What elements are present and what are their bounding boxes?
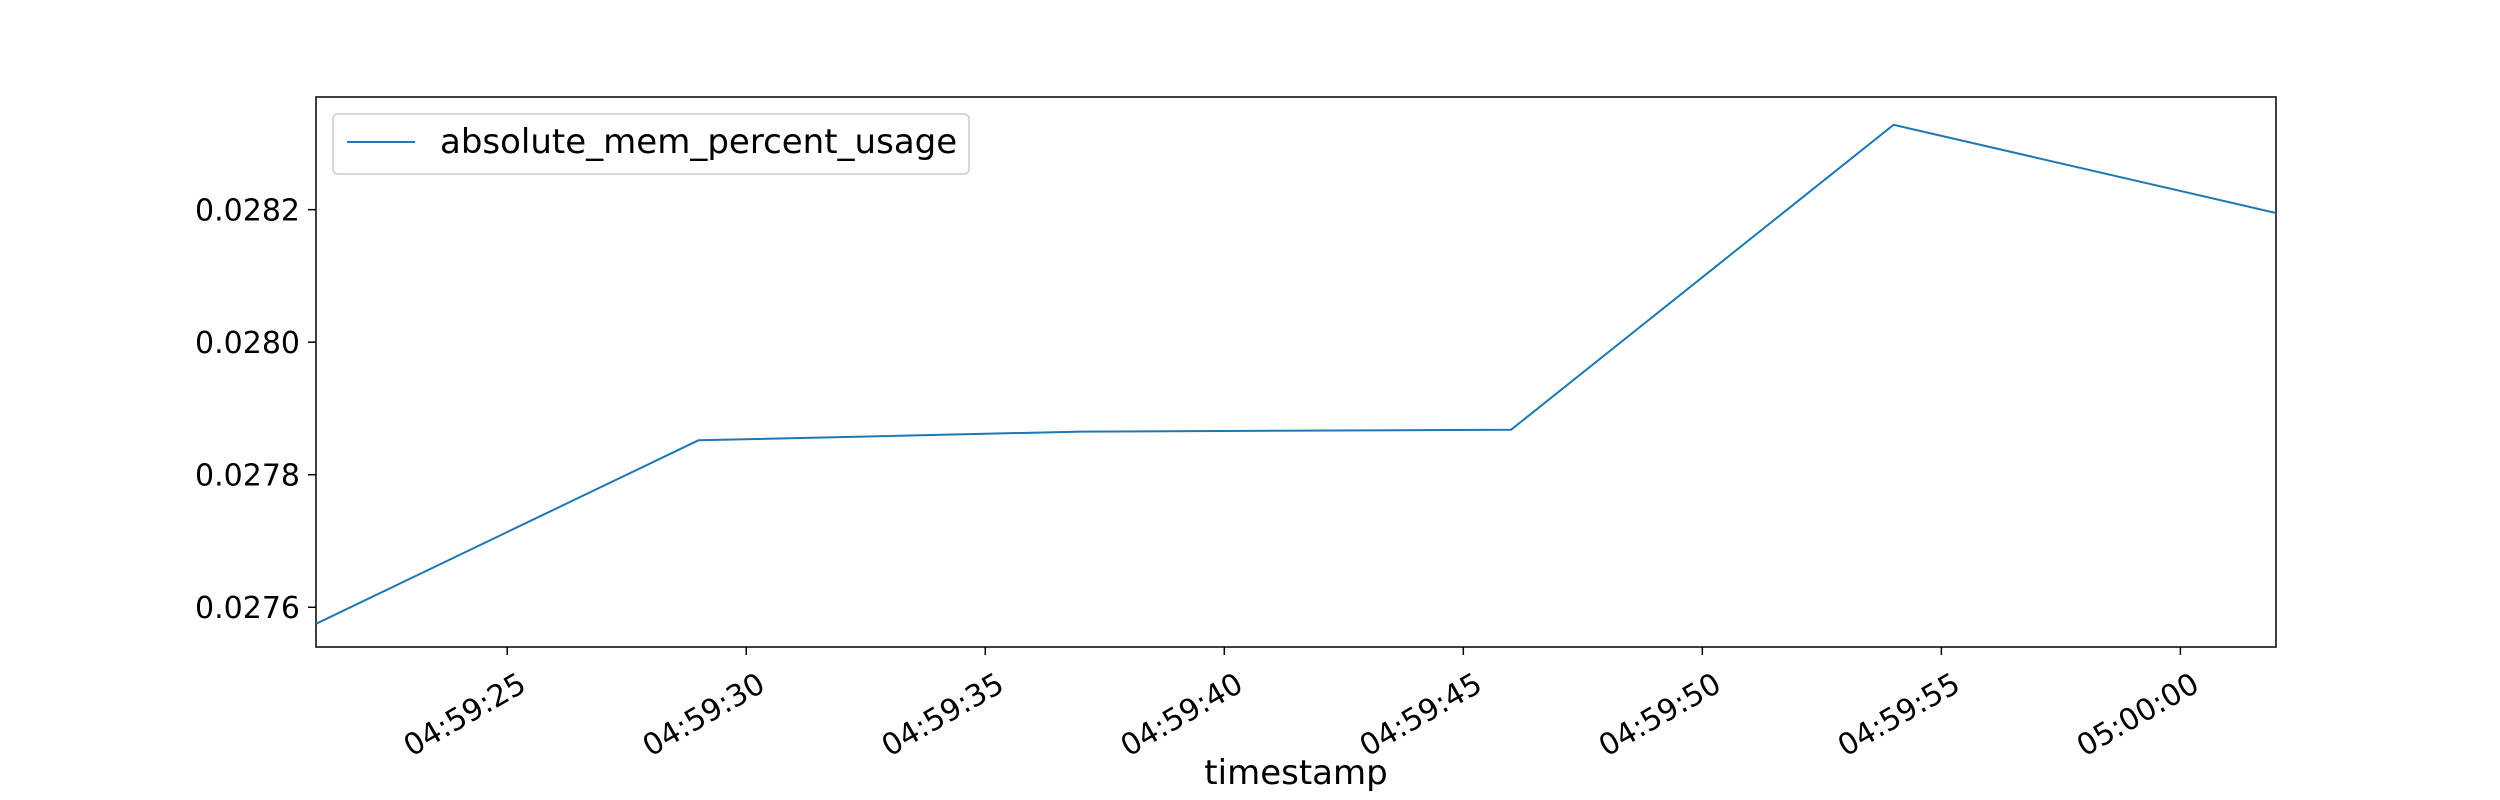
y-tick-label: 0.0278 (195, 459, 300, 494)
x-tick-label: 04:59:40 (1115, 666, 1249, 764)
x-tick-label: 04:59:45 (1354, 666, 1488, 764)
x-tick-label: 05:00:00 (2071, 666, 2205, 764)
plot-area (315, 96, 2277, 648)
x-tick-label: 04:59:55 (1832, 666, 1966, 764)
y-tick-label: 0.0280 (195, 326, 300, 361)
series-line-0 (315, 123, 2277, 625)
x-axis-title: timestamp (1204, 753, 1387, 793)
legend-box (332, 113, 970, 175)
y-tick-label: 0.0282 (195, 194, 300, 229)
y-axis-ticks: 0.0276 0.0278 0.0280 0.0282 (195, 194, 316, 626)
x-tick-label: 04:59:35 (876, 666, 1010, 764)
x-tick-label: 04:59:30 (637, 666, 771, 764)
x-axis-ticks: 04:59:25 04:59:30 04:59:35 04:59:40 04:59:45… (398, 647, 2205, 764)
y-tick-label: 0.0276 (195, 591, 300, 626)
series-layer (315, 123, 2277, 625)
legend-label: absolute_mem_percent_usage (440, 122, 957, 162)
x-tick-label: 04:59:50 (1593, 666, 1727, 764)
x-tick-label: 04:59:25 (398, 666, 532, 764)
legend: absolute_mem_percent_usage (332, 113, 970, 175)
